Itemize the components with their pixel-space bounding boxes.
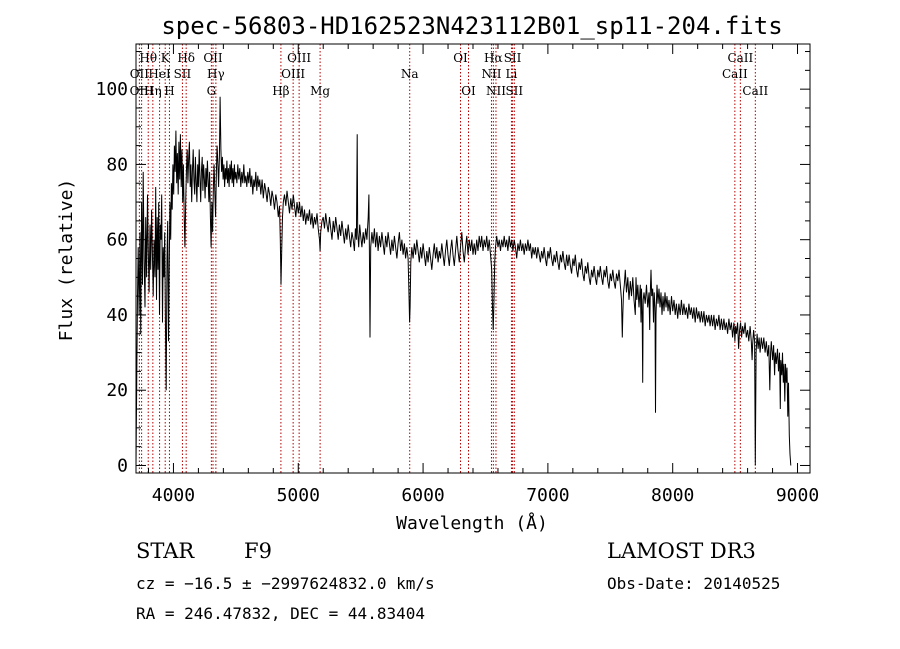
object-subclass: F9 <box>244 539 272 563</box>
x-tick-label: 9000 <box>776 485 819 506</box>
y-tick-label: 20 <box>106 380 128 401</box>
y-tick-label: 100 <box>95 79 128 100</box>
spectral-line-label: Hη <box>144 84 162 98</box>
spectrum-series-line <box>135 96 792 466</box>
x-tick-label: 5000 <box>277 485 320 506</box>
spectral-line-label: CaII <box>727 51 753 65</box>
x-tick-label: 8000 <box>651 485 694 506</box>
spectral-line-label: Li <box>506 67 518 81</box>
obs-date-text: Obs-Date: 20140525 <box>607 574 780 593</box>
x-axis-ticks: 4000 5000 6000 7000 8000 9000 <box>147 44 819 506</box>
spectral-line-label: Hθ <box>139 51 157 65</box>
redshift-text: cz = −16.5 ± −2997624832.0 km/s <box>136 574 435 593</box>
spectral-line-label: NII <box>486 84 506 98</box>
survey-name: LAMOST DR3 <box>607 539 756 563</box>
spectral-line-label: NII <box>481 67 501 81</box>
y-tick-label: 80 <box>106 154 128 175</box>
spectral-line-label: Hα <box>484 51 503 65</box>
spectral-line-label: OIII <box>281 67 305 81</box>
spectral-line-label: G <box>207 84 217 98</box>
spectral-line-label: OI <box>461 84 476 98</box>
spectral-line-label: OII <box>130 67 150 81</box>
spectral-line-label: SII <box>174 67 192 81</box>
chart-title: spec-56803-HD162523N423112B01_sp11-204.f… <box>161 12 782 40</box>
spectral-line-label: CaII <box>722 67 748 81</box>
spectral-line-label: H <box>164 84 174 98</box>
x-tick-label: 4000 <box>152 485 195 506</box>
y-axis-ticks: 0 20 40 60 80 100 <box>95 51 810 476</box>
x-axis-label: Wavelength (Å) <box>396 512 548 534</box>
spectral-line-label: Hδ <box>177 51 195 65</box>
spectral-line-label: OIII <box>287 51 311 65</box>
y-tick-label: 60 <box>106 230 128 251</box>
spectral-line-label: OII <box>203 51 223 65</box>
x-tick-label: 7000 <box>526 485 569 506</box>
coordinates-text: RA = 246.47832, DEC = 44.83404 <box>136 604 425 623</box>
spectral-line-label: Hβ <box>272 84 289 98</box>
y-tick-label: 0 <box>117 455 128 476</box>
spectral-line-label: SII <box>504 51 522 65</box>
spectral-line-label: CaII <box>742 84 768 98</box>
y-tick-label: 40 <box>106 305 128 326</box>
spectral-line-label: OI <box>453 51 468 65</box>
object-class: STAR <box>136 539 195 563</box>
y-axis-label: Flux (relative) <box>56 179 77 342</box>
spectral-line-label: Na <box>401 67 419 81</box>
spectral-line-label: K <box>161 51 171 65</box>
spectral-line-label: Mg <box>310 84 330 98</box>
spectral-line-label: Hγ <box>207 67 225 81</box>
spectral-line-label: SII <box>505 84 523 98</box>
spectral-line-label: HeI <box>148 67 171 81</box>
x-tick-label: 6000 <box>401 485 444 506</box>
